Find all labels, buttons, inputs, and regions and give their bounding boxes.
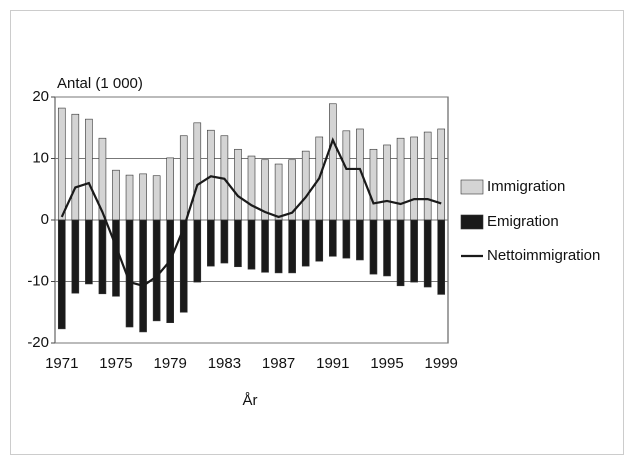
bar <box>85 118 93 221</box>
bar <box>423 131 432 221</box>
bar <box>274 219 283 274</box>
bar <box>247 155 256 221</box>
bar <box>234 148 242 221</box>
legend-swatch <box>460 214 484 230</box>
bar <box>369 148 378 221</box>
y-tick-label: 10 <box>32 149 49 166</box>
bar <box>247 219 256 270</box>
bar <box>274 163 283 221</box>
bar <box>437 128 446 221</box>
bar <box>396 137 405 221</box>
bar <box>342 130 351 221</box>
bar <box>220 219 229 264</box>
x-tick-label: 1999 <box>425 355 458 372</box>
bar <box>329 219 337 257</box>
bar <box>152 219 161 322</box>
bar <box>356 219 364 261</box>
bar <box>437 219 446 295</box>
y-tick-label: 0 <box>41 211 49 228</box>
x-tick-label: 1991 <box>316 355 349 372</box>
bar <box>193 122 202 221</box>
bar <box>369 219 378 275</box>
bar <box>152 175 161 221</box>
bar <box>57 219 66 330</box>
y-tick-label: -10 <box>27 272 49 289</box>
bar <box>85 219 93 285</box>
bar <box>383 144 391 221</box>
bar <box>342 219 351 259</box>
bar <box>71 113 80 221</box>
bar <box>71 219 80 294</box>
legend-swatch <box>460 179 484 195</box>
bar <box>315 219 324 262</box>
x-tick-label: 1975 <box>99 355 132 372</box>
bar <box>207 129 215 221</box>
x-tick-label: 1983 <box>208 355 241 372</box>
bar <box>112 219 120 297</box>
bar <box>288 219 296 274</box>
bar <box>179 219 188 313</box>
bar <box>139 173 147 221</box>
bar <box>57 107 66 221</box>
y-tick-label: 20 <box>32 88 49 105</box>
bar <box>410 219 418 283</box>
bar <box>112 169 120 221</box>
bar <box>193 219 202 283</box>
x-tick-label: 1979 <box>154 355 187 372</box>
bar <box>139 219 147 333</box>
bar <box>383 219 391 277</box>
x-tick-label: 1971 <box>45 355 78 372</box>
y-axis-title: Antal (1 000) <box>57 75 143 92</box>
bar <box>301 219 310 267</box>
x-tick-label: 1995 <box>370 355 403 372</box>
y-tick-label: -20 <box>27 334 49 351</box>
bar <box>166 219 174 324</box>
bar <box>234 219 242 268</box>
bar <box>301 150 310 221</box>
x-axis-title: År <box>243 392 258 409</box>
bar <box>423 219 432 288</box>
x-tick-label: 1987 <box>262 355 295 372</box>
bar <box>179 135 188 221</box>
bar <box>207 219 215 267</box>
bar <box>261 219 269 273</box>
bar <box>125 174 134 221</box>
bar <box>396 219 405 287</box>
legend-label: Emigration <box>487 213 559 230</box>
line <box>60 137 442 287</box>
bar <box>166 157 174 221</box>
legend-label: Nettoimmigration <box>487 247 600 264</box>
bar <box>98 219 107 295</box>
bar <box>410 136 418 221</box>
bar <box>329 103 337 221</box>
legend-label: Immigration <box>487 178 565 195</box>
